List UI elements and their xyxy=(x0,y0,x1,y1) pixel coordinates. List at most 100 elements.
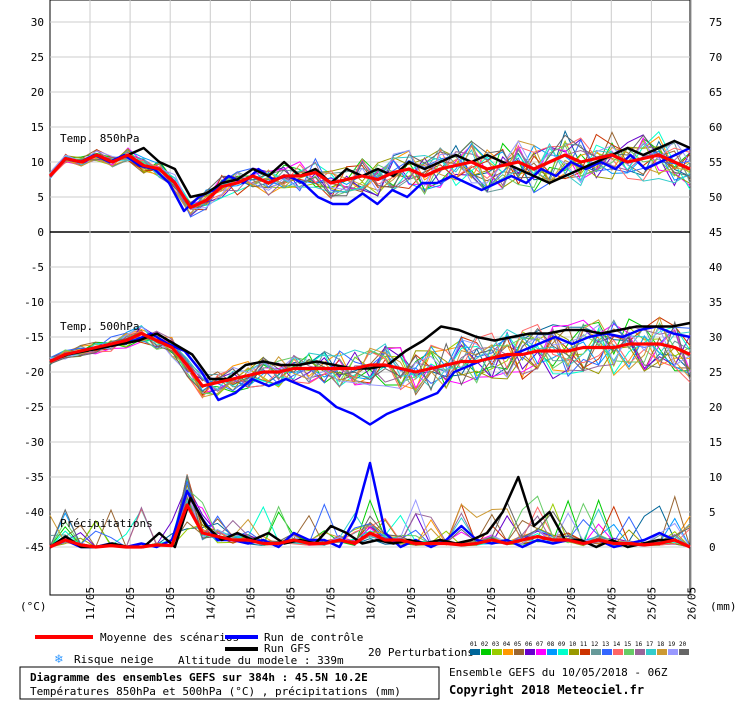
perturbation-swatch xyxy=(547,649,557,655)
left-tick-label: -35 xyxy=(24,471,44,484)
left-tick-label: -10 xyxy=(24,296,44,309)
right-tick-label: 30 xyxy=(709,331,722,344)
title-box: Diagramme des ensembles GEFS sur 384h : … xyxy=(19,666,440,700)
perturbation-number: 13 xyxy=(602,641,610,648)
left-tick-label: 25 xyxy=(31,51,44,64)
left-tick-label: 30 xyxy=(31,16,44,29)
grid-lines xyxy=(50,0,692,595)
perturbation-line xyxy=(49,325,691,391)
perturbation-number: 10 xyxy=(569,641,577,648)
gfs-line-t500 xyxy=(49,321,691,381)
perturbation-swatch xyxy=(657,649,667,655)
perturbation-swatch xyxy=(503,649,513,655)
right-tick-label: 5 xyxy=(709,506,716,519)
perturbation-number: 20 xyxy=(679,641,687,648)
copyright: Copyright 2018 Meteociel.fr xyxy=(449,683,644,697)
gfs-line-precip xyxy=(49,475,691,549)
perturbation-swatch xyxy=(514,649,524,655)
perturbation-line xyxy=(49,320,691,393)
mean-line-precip xyxy=(49,503,691,549)
perturbation-number: 02 xyxy=(481,641,489,648)
date-tick-label: 22/05 xyxy=(525,587,538,620)
date-tick-label: 25/05 xyxy=(645,587,658,620)
right-tick-label: 50 xyxy=(709,191,722,204)
date-tick-label: 26/05 xyxy=(686,587,699,620)
t500-panel-label: Temp. 500hPa xyxy=(60,320,139,333)
perturbation-swatches: 01 02 03 04 05 06 07 08 09 10 11 12 13 14 15 16 17 18 19 20 xyxy=(470,641,689,655)
right-tick-label: 65 xyxy=(709,86,722,99)
date-tick-label: 11/05 xyxy=(84,587,97,620)
left-tick-label: -30 xyxy=(24,436,44,449)
left-tick-label: -15 xyxy=(24,331,44,344)
legend-snow-label: Risque neige xyxy=(74,653,153,666)
legend-gfs-label: Run GFS xyxy=(264,642,310,655)
perturbation-swatch xyxy=(481,649,491,655)
perturbation-number: 18 xyxy=(657,641,665,648)
perturbation-swatch xyxy=(635,649,645,655)
left-tick-label: -5 xyxy=(31,261,44,274)
perturbation-line xyxy=(49,316,691,397)
legend-mean-label: Moyenne des scénarios xyxy=(100,631,239,644)
perturbation-number: 07 xyxy=(536,641,544,648)
date-tick-label: 20/05 xyxy=(445,587,458,620)
perturbation-swatch xyxy=(492,649,502,655)
perturbation-swatch xyxy=(624,649,634,655)
legend: Moyenne des scénarios Run de contrôle Ru… xyxy=(35,631,689,697)
left-tick-label: -20 xyxy=(24,366,44,379)
date-tick-label: 17/05 xyxy=(325,587,338,620)
gfs-line-t850 xyxy=(49,139,691,199)
plot-frame xyxy=(49,0,691,596)
t850-panel-label: Temp. 850hPa xyxy=(60,132,139,145)
main-series-lines xyxy=(48,139,691,549)
chart-title: Diagramme des ensembles GEFS sur 384h : … xyxy=(30,671,368,684)
snowflake-icon: ❄ xyxy=(54,652,63,667)
left-tick-label: -25 xyxy=(24,401,44,414)
perturbation-swatch xyxy=(613,649,623,655)
date-tick-label: 19/05 xyxy=(405,587,418,620)
left-tick-label: -40 xyxy=(24,506,44,519)
precip-panel-label: Précipitations xyxy=(60,517,153,530)
left-tick-label: 10 xyxy=(31,156,44,169)
left-tick-label: -45 xyxy=(24,541,44,554)
mean-line-t500 xyxy=(49,331,691,388)
perturbation-number: 06 xyxy=(525,641,533,648)
perturbation-swatch xyxy=(525,649,535,655)
perturbation-number: 17 xyxy=(646,641,654,648)
perturbation-number: 09 xyxy=(558,641,566,648)
right-tick-label: 60 xyxy=(709,121,722,134)
right-tick-label: 35 xyxy=(709,296,722,309)
right-tick-label: 25 xyxy=(709,366,722,379)
perturbation-swatch xyxy=(536,649,546,655)
ensemble-info: Ensemble GEFS du 10/05/2018 - 06Z xyxy=(449,666,668,679)
date-tick-label: 23/05 xyxy=(565,587,578,620)
date-tick-label: 18/05 xyxy=(365,587,378,620)
mean-line-t850 xyxy=(48,153,691,210)
right-tick-label: 15 xyxy=(709,436,722,449)
left-axis-unit: (°C) xyxy=(20,600,47,613)
perturbation-number: 12 xyxy=(591,641,599,648)
perturbation-swatch xyxy=(569,649,579,655)
chart-subtitle: Températures 850hPa et 500hPa (°C) , pré… xyxy=(30,685,401,698)
perturbation-swatch xyxy=(646,649,656,655)
perturbation-swatch xyxy=(558,649,568,655)
perturbation-line xyxy=(49,322,691,395)
legend-control-label: Run de contrôle xyxy=(264,631,363,644)
right-tick-label: 20 xyxy=(709,401,722,414)
right-tick-label: 55 xyxy=(709,156,722,169)
perturbation-number: 16 xyxy=(635,641,643,648)
right-tick-label: 10 xyxy=(709,471,722,484)
perturbation-number: 15 xyxy=(624,641,632,648)
perturbation-swatch xyxy=(580,649,590,655)
date-tick-label: 12/05 xyxy=(124,587,137,620)
perturbation-number: 01 xyxy=(470,641,478,648)
perturbation-number: 03 xyxy=(492,641,500,648)
perturbation-number: 08 xyxy=(547,641,555,648)
legend-perturbations-label: 20 Perturbations xyxy=(368,646,474,659)
date-tick-label: 15/05 xyxy=(244,587,257,620)
date-tick-label: 13/05 xyxy=(164,587,177,620)
date-tick-label: 21/05 xyxy=(485,587,498,620)
left-tick-label: 20 xyxy=(31,86,44,99)
legend-altitude-label: Altitude du modele : 339m xyxy=(178,654,344,667)
